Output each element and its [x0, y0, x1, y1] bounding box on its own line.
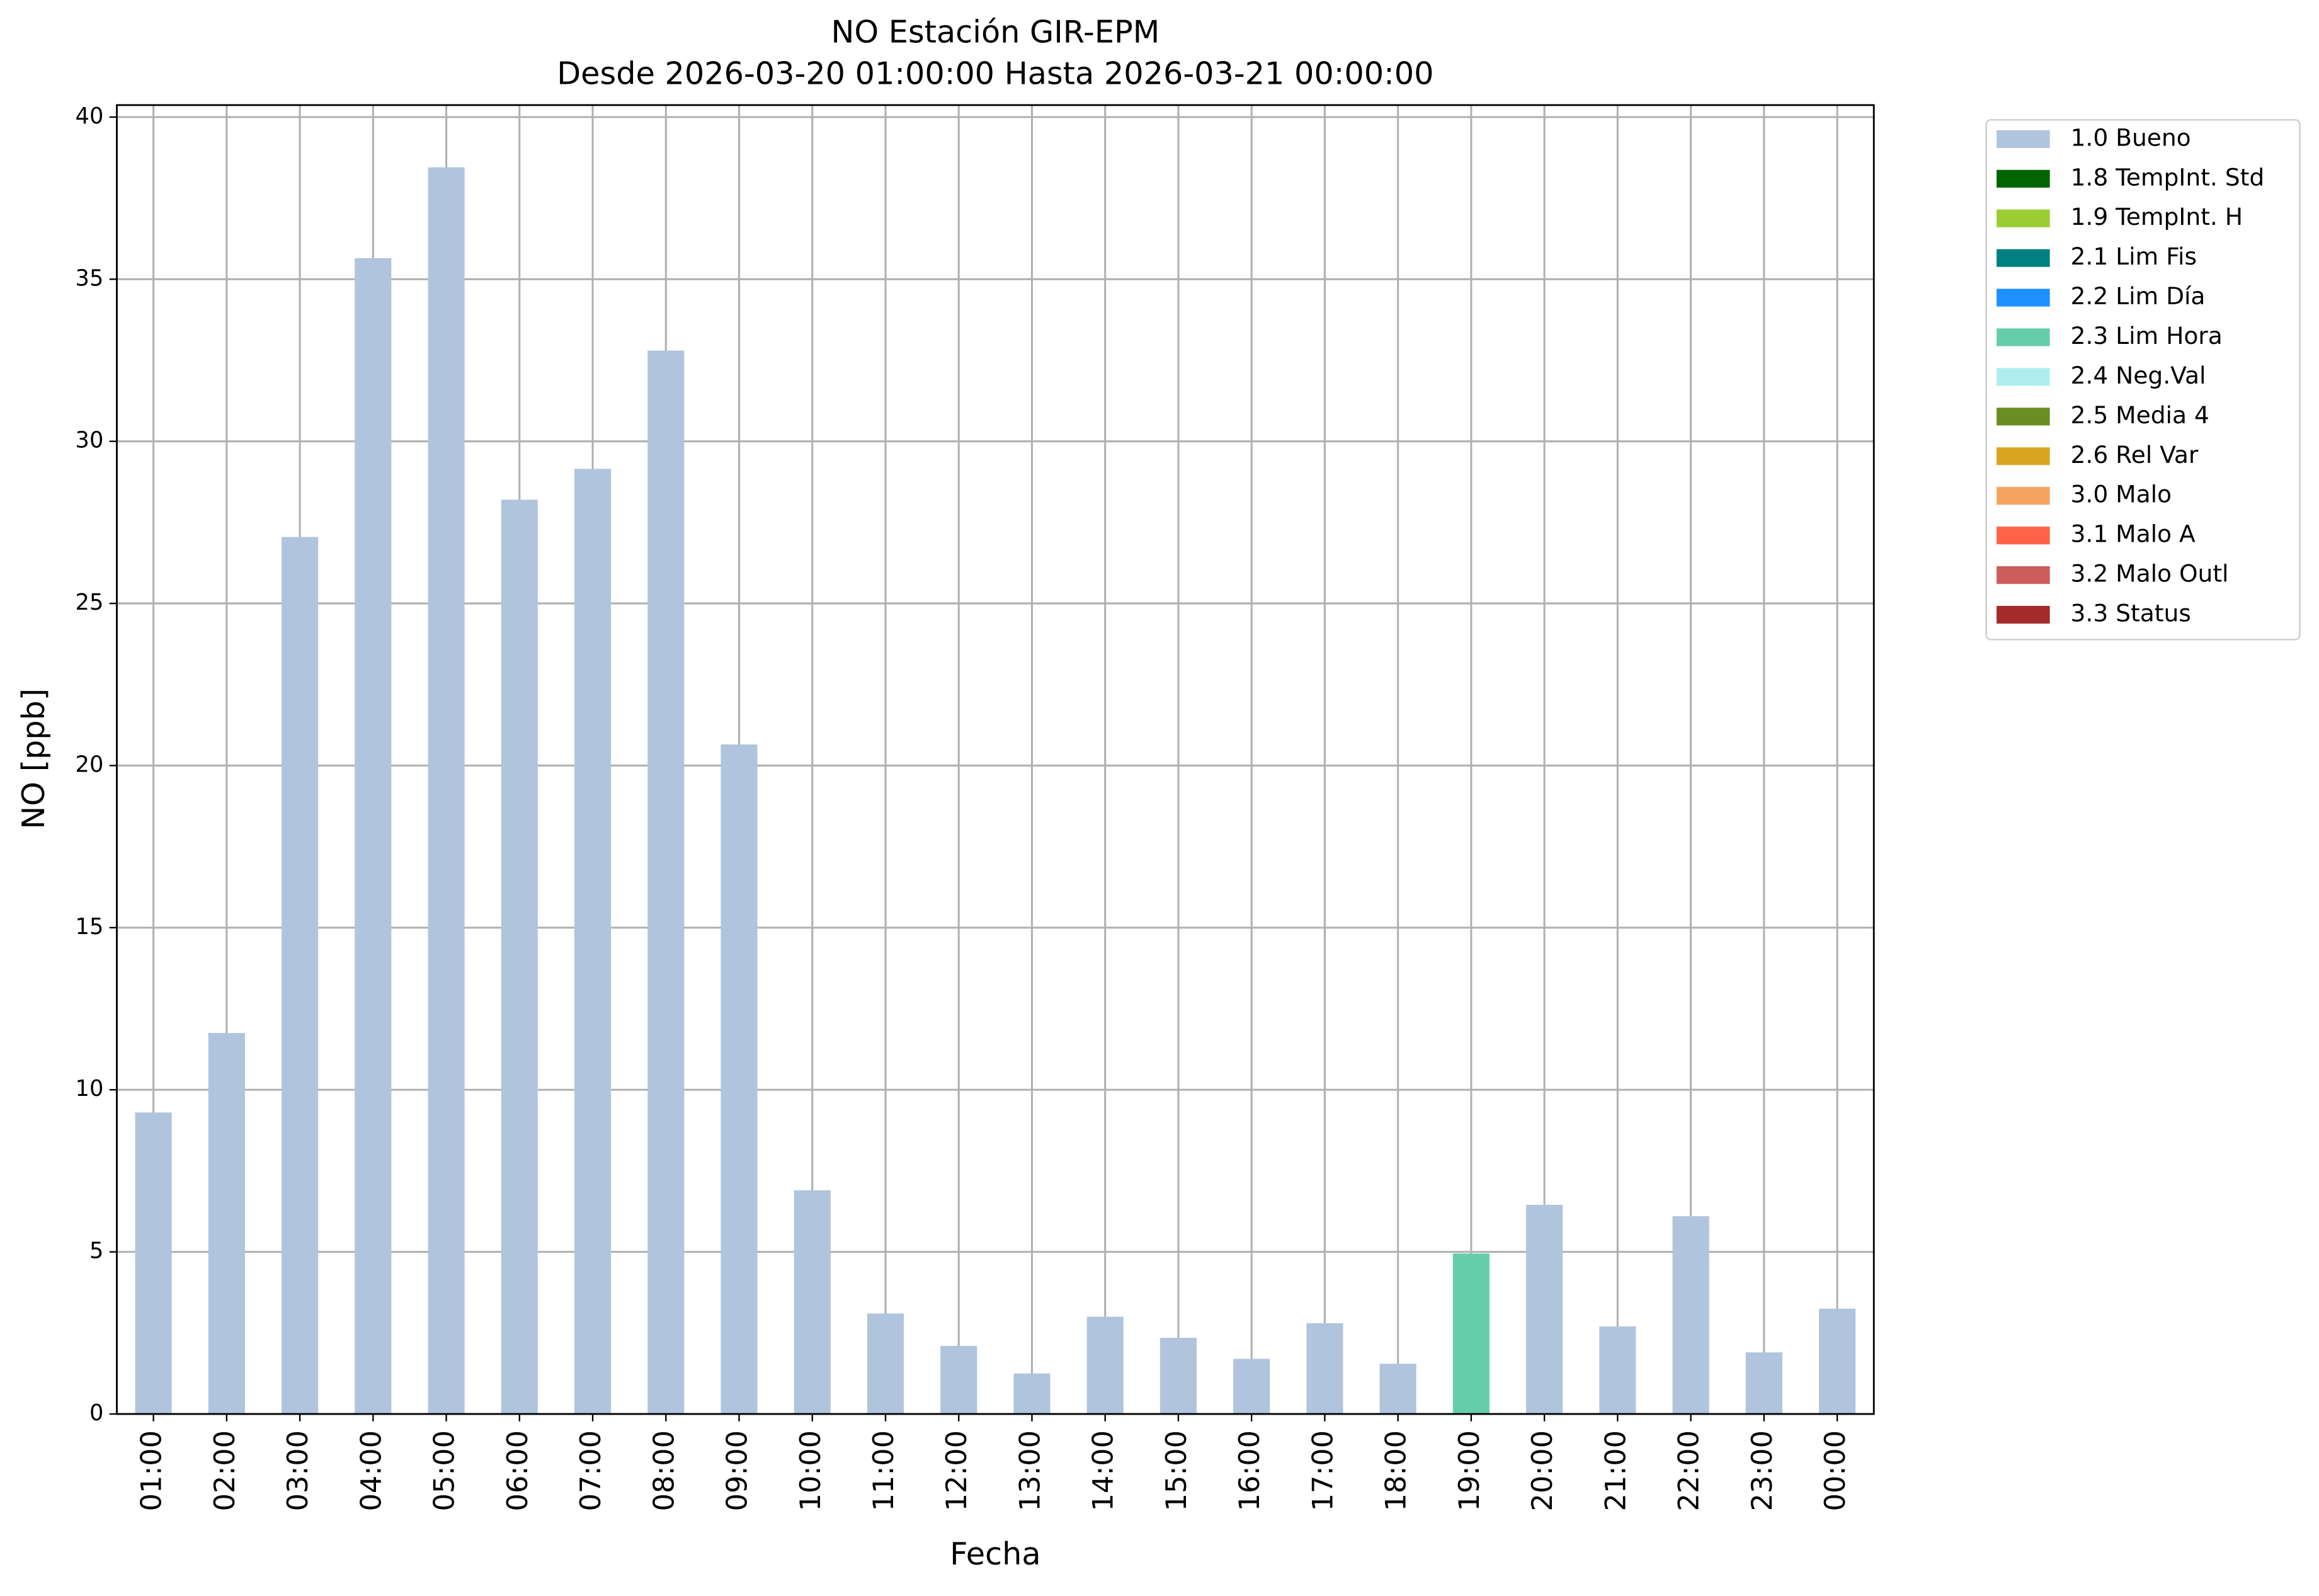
bar: [1819, 1308, 1856, 1415]
x-tick-label: 15:00: [1160, 1430, 1193, 1512]
legend-label: 2.2 Lim Día: [2071, 282, 2206, 310]
legend-label: 1.0 Bueno: [2071, 123, 2191, 151]
x-tick-label: 11:00: [867, 1430, 900, 1512]
bar: [867, 1313, 904, 1415]
bar: [574, 469, 612, 1415]
x-tick-label: 07:00: [574, 1430, 607, 1512]
legend-label: 2.4 Neg.Val: [2071, 362, 2206, 389]
bar: [940, 1345, 977, 1415]
legend-swatch: [1997, 487, 2050, 505]
x-tick-label: 03:00: [282, 1430, 314, 1512]
y-tick-label: 0: [89, 1400, 103, 1426]
legend-label: 2.5 Media 4: [2071, 401, 2209, 429]
x-tick-label: 13:00: [1013, 1430, 1046, 1512]
plot-frame: [116, 104, 1875, 1415]
legend-label: 3.2 Malo Outl: [2071, 560, 2229, 588]
bar: [1526, 1204, 1563, 1415]
bar: [282, 537, 319, 1415]
legend-swatch: [1997, 249, 2050, 267]
legend-label: 3.3 Status: [2071, 600, 2191, 627]
x-tick-label: 17:00: [1306, 1430, 1339, 1512]
x-tick-label: 23:00: [1746, 1430, 1779, 1512]
bar: [1306, 1323, 1343, 1415]
x-tick-label: 08:00: [647, 1430, 680, 1512]
bar: [1379, 1364, 1416, 1415]
legend-swatch: [1997, 169, 2050, 188]
legend-label: 3.1 Malo A: [2071, 520, 2196, 548]
bar: [135, 1112, 172, 1415]
legend-swatch: [1997, 447, 2050, 465]
bar: [501, 499, 538, 1415]
bar: [1745, 1352, 1782, 1415]
legend-label: 1.8 TempInt. Std: [2071, 163, 2265, 191]
bar: [428, 167, 465, 1415]
legend-swatch: [1997, 130, 2050, 148]
chart-title: NO Estación GIR-EPM: [831, 14, 1160, 50]
bar: [1160, 1338, 1197, 1415]
x-tick-label: 19:00: [1453, 1430, 1486, 1512]
bar: [355, 258, 392, 1415]
legend-swatch: [1997, 368, 2050, 386]
bar: [1452, 1253, 1490, 1415]
bar: [721, 744, 758, 1415]
legend-label: 1.9 TempInt. H: [2071, 203, 2243, 231]
x-tick-label: 10:00: [794, 1430, 827, 1512]
bar: [1599, 1326, 1636, 1415]
bar: [647, 350, 685, 1415]
x-tick-label: 16:00: [1233, 1430, 1266, 1512]
bar: [208, 1033, 245, 1415]
x-tick-label: 18:00: [1380, 1430, 1413, 1512]
legend-swatch: [1997, 209, 2050, 227]
y-axis-label: NO [ppb]: [15, 688, 52, 829]
legend-swatch: [1997, 527, 2050, 545]
bar: [1233, 1359, 1270, 1415]
x-tick-label: 21:00: [1599, 1430, 1632, 1512]
y-tick-label: 15: [76, 914, 104, 940]
y-tick-label: 30: [76, 428, 104, 453]
x-tick-label: 09:00: [721, 1430, 754, 1512]
y-tick-label: 35: [76, 265, 104, 291]
x-tick-label: 00:00: [1819, 1430, 1852, 1512]
y-tick-label: 10: [76, 1076, 104, 1102]
x-tick-label: 14:00: [1087, 1430, 1120, 1512]
x-tick-label: 06:00: [501, 1430, 534, 1512]
y-tick-label: 20: [76, 751, 104, 777]
legend-label: 2.1 Lim Fis: [2071, 242, 2197, 270]
legend-swatch: [1997, 288, 2050, 307]
bar: [1672, 1216, 1709, 1415]
legend-swatch: [1997, 566, 2050, 584]
legend-label: 3.0 Malo: [2071, 481, 2172, 508]
x-tick-label: 02:00: [208, 1430, 241, 1512]
bar: [794, 1190, 831, 1415]
x-tick-label: 04:00: [355, 1430, 387, 1512]
bar: [1086, 1316, 1124, 1415]
chart-subtitle: Desde 2026-03-20 01:00:00 Hasta 2026-03-…: [557, 55, 1433, 91]
legend-swatch: [1997, 605, 2050, 624]
x-axis-label: Fecha: [950, 1536, 1041, 1572]
y-tick-label: 5: [89, 1238, 103, 1264]
x-tick-label: 20:00: [1526, 1430, 1559, 1512]
x-tick-label: 05:00: [428, 1430, 461, 1512]
y-tick-label: 40: [76, 103, 104, 129]
bar: [1013, 1373, 1051, 1415]
legend-swatch: [1997, 328, 2050, 346]
x-tick-label: 01:00: [135, 1430, 168, 1512]
legend-label: 2.3 Lim Hora: [2071, 322, 2223, 350]
legend-swatch: [1997, 408, 2050, 426]
legend-box: [1985, 119, 2301, 641]
x-tick-label: 12:00: [940, 1430, 973, 1512]
legend-label: 2.6 Rel Var: [2071, 441, 2199, 469]
y-tick-label: 25: [76, 590, 104, 615]
x-tick-label: 22:00: [1673, 1430, 1706, 1512]
